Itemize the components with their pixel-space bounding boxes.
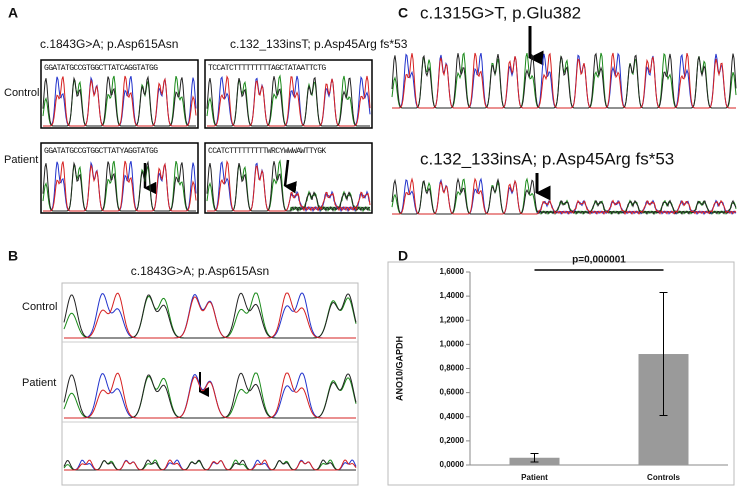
- trace: [391, 177, 737, 216]
- row-label: Control: [22, 301, 57, 313]
- sequence: GGATATGCCGTGGCTTATYAGGTATGG: [44, 147, 158, 156]
- annotation: p=0,000001: [572, 255, 626, 266]
- y-tick-label: 0,6000: [440, 388, 465, 397]
- sequence: GGATATGCCGTGGCTTATCAGGTATGG: [44, 64, 158, 73]
- panel-letter: B: [8, 248, 18, 264]
- trace: [64, 292, 356, 339]
- row-label: Control: [4, 87, 39, 99]
- error-bar: [659, 292, 668, 417]
- arrow: [283, 159, 297, 194]
- trace: [206, 76, 370, 127]
- panel-letter: A: [8, 5, 18, 21]
- x-tick-label: Patient: [521, 473, 548, 482]
- panel-letter: D: [398, 248, 408, 264]
- trace: [64, 292, 356, 339]
- y-tick-label: 1,6000: [440, 267, 465, 276]
- trace: [391, 52, 737, 109]
- panel-title: c.132_133insA; p.Asp45Arg fs*53: [420, 149, 674, 168]
- trace: [392, 177, 737, 216]
- trace: [63, 372, 357, 419]
- trace: [43, 160, 197, 212]
- panel-letter: C: [398, 5, 408, 21]
- y-tick-label: 1,4000: [440, 291, 465, 300]
- panel-title: c.132_133insT; p.Asp45Arg fs*53: [230, 37, 408, 51]
- panel-title: c.1843G>A; p.Asp615Asn: [131, 264, 269, 278]
- trace: [64, 372, 356, 419]
- trace: [207, 75, 371, 127]
- trace-box: [204, 59, 373, 129]
- trace-box: [40, 59, 199, 129]
- panel-title: c.1315G>T, p.Glu382: [420, 3, 581, 22]
- trace: [64, 372, 356, 419]
- sequence: CCATCTTTTTTTTTWRCYWWWAWTTYGK: [208, 147, 326, 156]
- panel-title: c.1843G>A; p.Asp615Asn: [40, 37, 178, 51]
- y-tick-label: 1,2000: [440, 315, 465, 324]
- x-tick-label: Controls: [647, 473, 680, 482]
- trace: [206, 161, 371, 213]
- row-label: Patient: [22, 377, 56, 389]
- trace: [43, 75, 197, 127]
- trace: [392, 52, 736, 109]
- trace: [392, 52, 736, 109]
- y-tick-label: 0,0000: [440, 460, 465, 469]
- trace: [392, 177, 737, 216]
- y-axis-label: ANO10/GAPDH: [394, 336, 404, 401]
- trace: [391, 52, 737, 109]
- y-tick-label: 1,0000: [440, 339, 465, 348]
- trace-box: [204, 142, 373, 214]
- trace: [391, 177, 737, 216]
- y-tick-label: 0,2000: [440, 436, 465, 445]
- trace: [63, 292, 357, 339]
- sequence: TCCATCTTTTTTTTTAGCTATAATTCTG: [208, 64, 326, 73]
- row-label: Patient: [4, 154, 38, 166]
- trace-box: [40, 142, 199, 214]
- error-bar: [530, 453, 539, 463]
- trace: [64, 459, 357, 471]
- trace: [63, 459, 356, 471]
- trace: [207, 160, 371, 212]
- y-tick-label: 0,8000: [440, 364, 465, 373]
- y-tick-label: 0,4000: [440, 412, 465, 421]
